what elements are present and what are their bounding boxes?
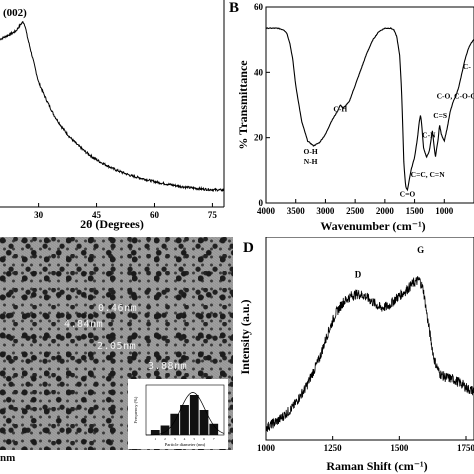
peak-annotation: C=C, C=N bbox=[411, 170, 446, 179]
size-bar bbox=[209, 423, 219, 435]
size-tick-label: 4 bbox=[184, 437, 186, 441]
x-tick-label: 1500 bbox=[406, 206, 425, 216]
tem-scale-label: nm bbox=[0, 452, 16, 464]
peak-annotation: C-N bbox=[422, 131, 436, 140]
y-tick-label: 20 bbox=[254, 133, 264, 143]
xrd-x-axis-label: 2θ (Degrees) bbox=[80, 217, 144, 231]
x-tick-label: 1000 bbox=[435, 206, 454, 216]
ftir-chart: 4000 3500 3000 2500 2000 1500 1000 0 20 40 60 O-HN… bbox=[237, 2, 474, 233]
size-tick-label: 6 bbox=[203, 437, 205, 441]
peak-annotation: C=S bbox=[433, 111, 447, 120]
x-tick-label: 1500 bbox=[390, 443, 409, 453]
y-tick-label: 40 bbox=[254, 67, 264, 77]
ftir-letter: B bbox=[229, 0, 239, 17]
peak-annotation: C-H bbox=[333, 105, 347, 114]
size-distribution-chart: 1 2 3 4 5 6 7 Particle diameter (nm) Frequency… bbox=[128, 379, 228, 449]
x-tick-label: 4000 bbox=[257, 206, 276, 216]
xrd-peak-label: (002) bbox=[3, 7, 27, 19]
x-tick-label: 60 bbox=[150, 210, 160, 220]
raman-x-axis-label: Raman Shift (cm⁻¹) bbox=[326, 459, 427, 473]
panel-d-letter: D bbox=[243, 240, 254, 256]
raman-plot-frame bbox=[265, 237, 474, 441]
y-tick-label: 60 bbox=[254, 2, 264, 12]
size-bar bbox=[170, 413, 180, 435]
xrd-plot-area bbox=[0, 0, 224, 207]
x-tick-label: 30 bbox=[34, 210, 44, 220]
size-x-axis-label: Particle diameter (nm) bbox=[165, 442, 206, 447]
size-tick-label: 1 bbox=[154, 437, 156, 441]
size-tick-label: 3 bbox=[174, 437, 176, 441]
tem-size-label: 3.88nm bbox=[148, 361, 188, 372]
x-tick-label: 1250 bbox=[324, 443, 343, 453]
peak-annotation: G bbox=[417, 245, 424, 255]
ftir-x-axis-label: Wavenumber (cm⁻¹) bbox=[320, 219, 425, 233]
x-tick-label: 1000 bbox=[257, 443, 276, 453]
raman-chart: 1000 1250 1500 1750 D G Intensity (a.u.) Ram… bbox=[238, 237, 474, 473]
x-tick-label: 75 bbox=[208, 210, 218, 220]
y-tick-label: 0 bbox=[259, 198, 264, 208]
size-bar bbox=[189, 395, 199, 435]
x-tick-label: 2500 bbox=[346, 206, 365, 216]
raman-series-line bbox=[265, 275, 474, 433]
peak-annotation: O-H bbox=[303, 147, 317, 156]
peak-annotation: N-H bbox=[304, 157, 318, 166]
peak-annotation: C- bbox=[463, 62, 471, 71]
ftir-y-axis-label: % Transmittance bbox=[237, 60, 250, 150]
xrd-chart: 30 45 60 75 (002) 2θ (Degrees) bbox=[0, 0, 225, 231]
tem-size-label: 2.05nm bbox=[97, 341, 137, 352]
raman-y-axis-label: Intensity (a.u.) bbox=[238, 299, 252, 374]
peak-annotation: C-O, C-O-C bbox=[437, 91, 474, 100]
size-bar bbox=[150, 430, 160, 435]
tem-size-label: 4.84nm bbox=[64, 319, 104, 330]
size-bar bbox=[199, 410, 209, 435]
x-tick-label: 3000 bbox=[316, 206, 335, 216]
x-tick-label: 2000 bbox=[376, 206, 395, 216]
size-tick-label: 7 bbox=[213, 437, 215, 441]
size-tick-label: 2 bbox=[164, 437, 166, 441]
size-tick-label: 5 bbox=[193, 437, 195, 441]
size-fit-curve bbox=[145, 392, 225, 436]
size-bar bbox=[160, 425, 170, 435]
ftir-plot-frame bbox=[265, 6, 474, 204]
x-tick-label: 1750 bbox=[457, 443, 474, 453]
xrd-series-line bbox=[0, 21, 225, 193]
peak-annotation: D bbox=[355, 270, 362, 280]
x-tick-label: 3500 bbox=[287, 206, 306, 216]
panel-b-letter: B bbox=[229, 0, 240, 16]
size-y-axis-label: Frequency (%) bbox=[133, 396, 138, 423]
peak-annotation: C=O bbox=[400, 189, 416, 198]
size-bar bbox=[180, 405, 189, 435]
raman-letter: D bbox=[243, 240, 254, 257]
ftir-series-line bbox=[265, 27, 474, 192]
tem-lattice-label: 0.46nm bbox=[98, 303, 138, 314]
x-tick-label: 45 bbox=[92, 210, 102, 220]
